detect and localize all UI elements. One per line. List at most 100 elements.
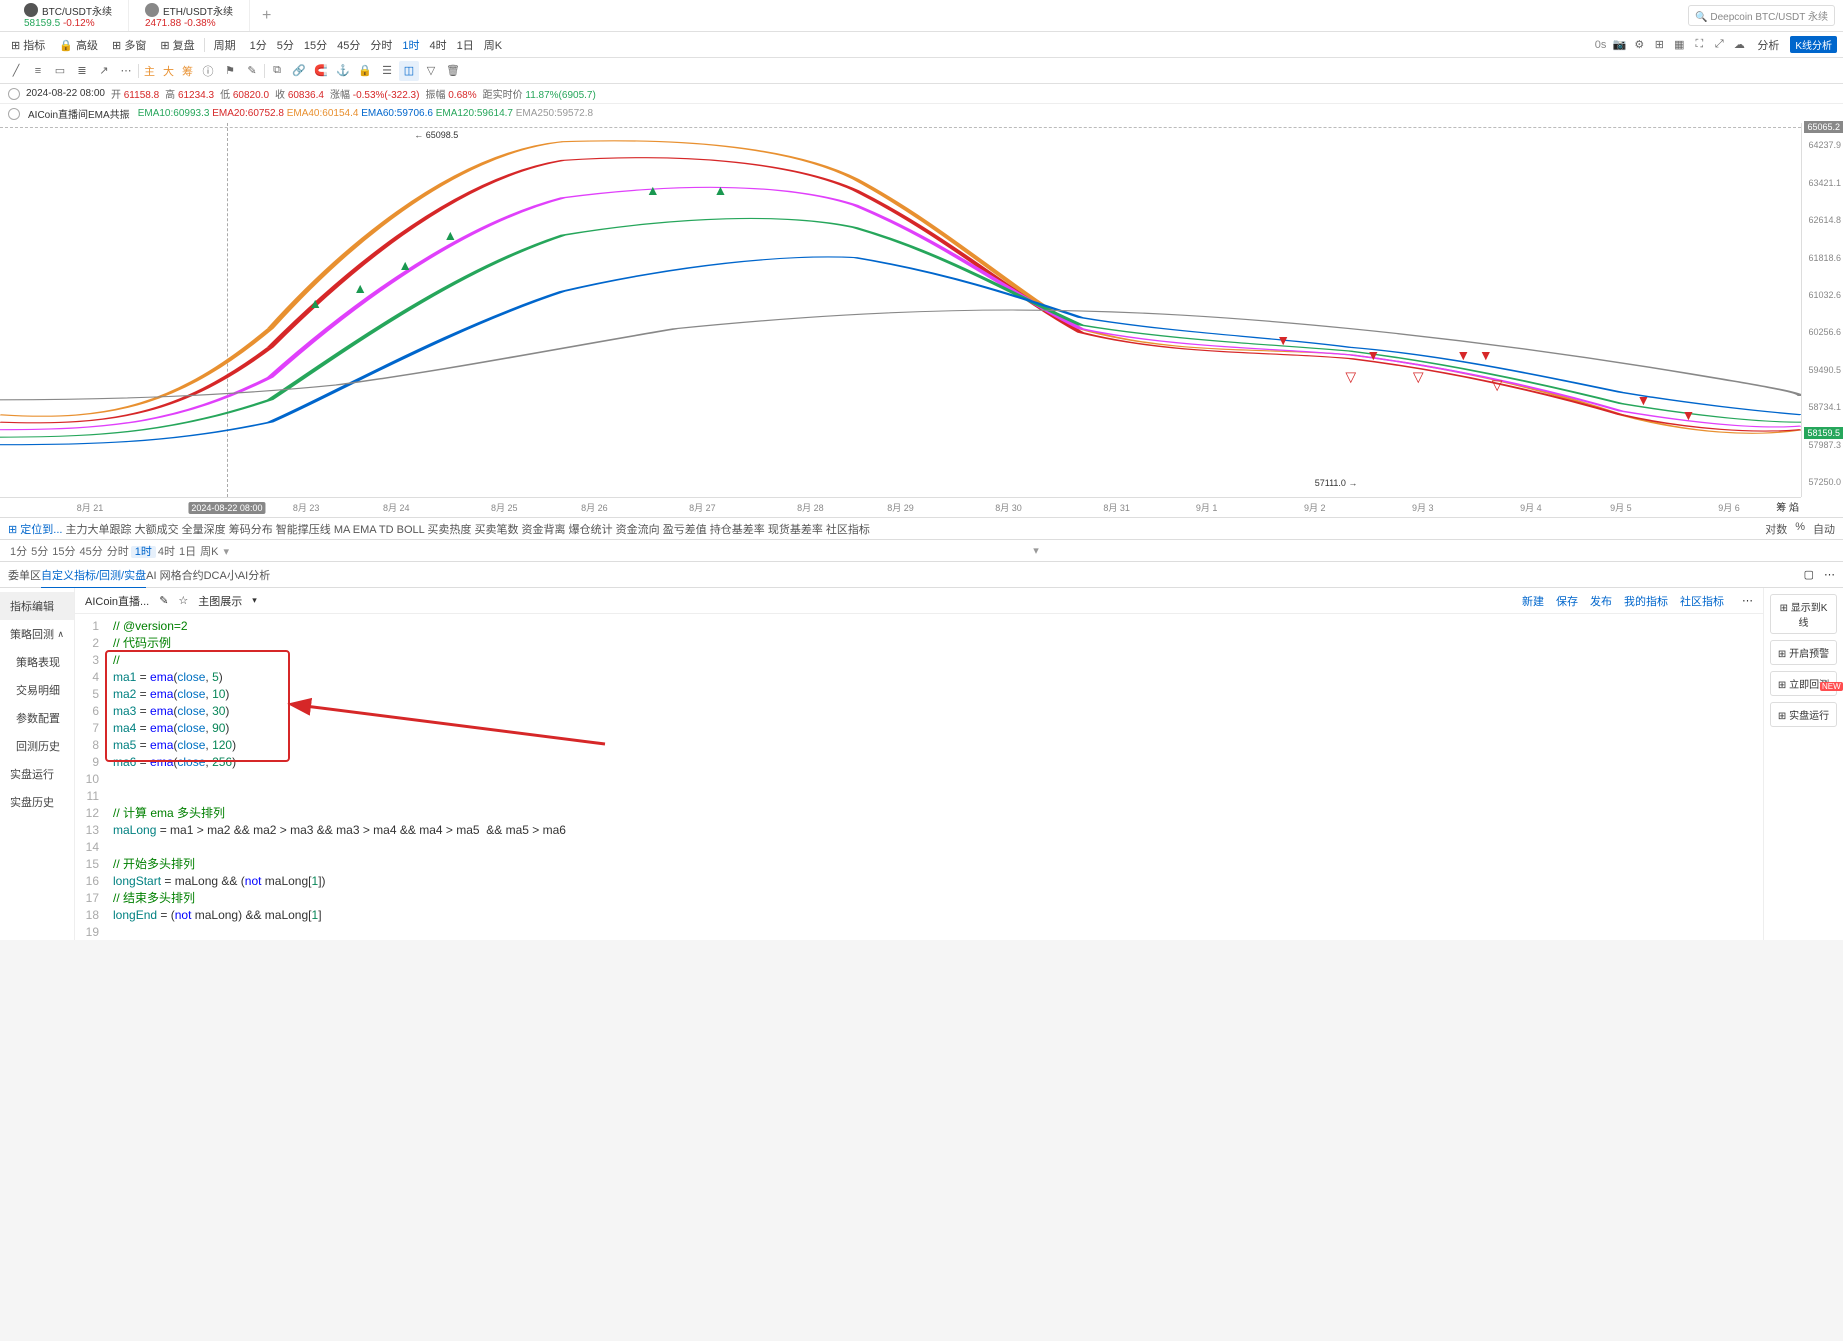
fullscreen-icon[interactable]: ⛶ [1692,38,1706,52]
tb-big[interactable]: 大 [160,63,177,79]
panel-tab-AI 网格[interactable]: AI 网格 [146,565,181,587]
editor-action-新建[interactable]: 新建 [1522,593,1544,609]
nav-买卖笔数[interactable]: 买卖笔数 [474,524,518,536]
tf-1分[interactable]: 1分 [8,546,29,558]
nav-主力大单跟踪[interactable]: 主力大单跟踪 [66,524,132,536]
expand-icon[interactable]: ⤢ [1712,38,1726,52]
tb-analyze[interactable]: 分析 [1752,35,1784,55]
tf-周K[interactable]: 周K [198,546,220,558]
code-line-10[interactable] [113,771,1755,788]
sidebar-参数配置[interactable]: 参数配置 [0,704,74,732]
nav-right-%[interactable]: % [1795,521,1805,537]
nav-right-自动[interactable]: 自动 [1813,521,1835,537]
panel-tab-小AI分析[interactable]: 小AI分析 [227,565,270,587]
code-line-3[interactable]: // [113,652,1755,669]
sidebar-实盘历史[interactable]: 实盘历史 [0,788,74,816]
code-line-13[interactable]: maLong = ma1 > ma2 && ma2 > ma3 && ma3 >… [113,822,1755,839]
panel-tab-合约DCA[interactable]: 合约DCA [182,565,227,587]
action-显示到K线[interactable]: ⊞ 显示到K线 [1770,594,1837,634]
code-line-15[interactable]: // 开始多头排列 [113,856,1755,873]
nav-定位到...[interactable]: ⊞ 定位到... [8,524,62,536]
sidebar-交易明细[interactable]: 交易明细 [0,676,74,704]
nav-TD[interactable]: TD [379,524,394,536]
flag-tool[interactable]: ⚑ [220,61,240,81]
eraser-tool[interactable]: ◫ [399,61,419,81]
code-line-9[interactable]: ma6 = ema(close, 256) [113,754,1755,771]
arrow-tool[interactable]: ↗ [94,61,114,81]
tf-5分[interactable]: 5分 [29,546,50,558]
list-tool[interactable]: ☰ [377,61,397,81]
code-line-7[interactable]: ma4 = ema(close, 90) [113,720,1755,737]
nav-全量深度[interactable]: 全量深度 [182,524,226,536]
tf-1日[interactable]: 1日 [177,546,198,558]
brush-tool[interactable]: ✎ [242,61,262,81]
more-actions-icon[interactable]: ⋯ [1742,594,1753,607]
nav-大额成交[interactable]: 大额成交 [135,524,179,536]
period-4时[interactable]: 4时 [424,38,451,54]
panel-tab-委单区[interactable]: 委单区 [8,565,41,587]
tb-main[interactable]: 主 [141,63,158,79]
period-分时[interactable]: 分时 [365,38,397,54]
code-line-19[interactable] [113,924,1755,940]
nav-现货基差率[interactable]: 现货基差率 [768,524,823,536]
sidebar-策略回测[interactable]: 策略回测∧ [0,620,74,648]
minimize-icon[interactable]: ▢ [1804,568,1814,581]
tab-btc[interactable]: BTC/USDT永续 58159.5 -0.12% [8,0,129,31]
nav-right-对数[interactable]: 对数 [1765,521,1787,537]
script-name[interactable]: AICoin直播... [85,593,149,609]
code-line-8[interactable]: ma5 = ema(close, 120) [113,737,1755,754]
tf-45分[interactable]: 45分 [78,546,105,558]
anchor-tool[interactable]: ⚓ [333,61,353,81]
editor-action-保存[interactable]: 保存 [1556,593,1578,609]
sidebar-指标编辑[interactable]: 指标编辑 [0,592,74,620]
nav-盈亏差值[interactable]: 盈亏差值 [663,524,707,536]
tb-indicator-icon[interactable]: ⊞ 指标 [6,35,50,55]
tf-分时[interactable]: 分时 [105,546,131,558]
layout-icon[interactable]: ⊞ [1652,38,1666,52]
camera-icon[interactable]: 📷 [1612,38,1626,52]
nav-爆仓统计[interactable]: 爆仓统计 [569,524,613,536]
code-line-4[interactable]: ma1 = ema(close, 5) [113,669,1755,686]
sidebar-实盘运行[interactable]: 实盘运行 [0,760,74,788]
more-icon[interactable]: ⋯ [1824,568,1835,581]
nav-买卖热度[interactable]: 买卖热度 [427,524,471,536]
refresh-icon[interactable] [8,88,20,100]
panel-tab-自定义指标/回测/实盘[interactable]: 自定义指标/回测/实盘 [41,565,146,589]
code-line-14[interactable] [113,839,1755,856]
tf-4时[interactable]: 4时 [156,546,177,558]
nav-MA[interactable]: MA [334,524,350,536]
refresh-icon-2[interactable] [8,108,20,120]
filter-tool[interactable]: ▽ [421,61,441,81]
nav-社区指标[interactable]: 社区指标 [826,524,870,536]
code-line-12[interactable]: // 计算 ema 多头排列 [113,805,1755,822]
tab-eth[interactable]: ETH/USDT永续 2471.88 -0.38% [129,0,250,31]
period-1分[interactable]: 1分 [245,38,272,54]
code-line-1[interactable]: // @version=2 [113,618,1755,635]
code-editor[interactable]: 1234567891011121314151617181920212223 //… [75,614,1763,940]
code-line-5[interactable]: ma2 = ema(close, 10) [113,686,1755,703]
period-45分[interactable]: 45分 [332,38,365,54]
nav-持仓基差率[interactable]: 持仓基差率 [710,524,765,536]
sidebar-回测历史[interactable]: 回测历史 [0,732,74,760]
period-1日[interactable]: 1日 [452,38,479,54]
nav-资金背离[interactable]: 资金背离 [522,524,566,536]
star-icon[interactable]: ☆ [178,594,188,607]
tb-replay[interactable]: ⊞ 复盘 [155,35,199,55]
period-15分[interactable]: 15分 [299,38,332,54]
action-开启预警[interactable]: ⊞ 开启预警 [1770,640,1837,665]
search-hint[interactable]: 🔍 Deepcoin BTC/USDT 永续 [1688,5,1835,26]
lock-tool[interactable]: 🔒 [355,61,375,81]
main-display-toggle[interactable]: 主图展示 [198,593,242,609]
action-实盘运行[interactable]: ⊞ 实盘运行 [1770,702,1837,727]
nav-BOLL[interactable]: BOLL [397,524,425,536]
copy-tool[interactable]: ⧉ [267,61,287,81]
cloud-icon[interactable]: ☁ [1732,38,1746,52]
code-line-17[interactable]: // 结束多头排列 [113,890,1755,907]
kline-analysis-button[interactable]: K线分析 [1790,36,1837,53]
period-5分[interactable]: 5分 [272,38,299,54]
period-1时[interactable]: 1时 [397,38,424,54]
horizontal-line-tool[interactable]: ≡ [28,61,48,81]
nav-资金流向[interactable]: 资金流向 [616,524,660,536]
code-line-16[interactable]: longStart = maLong && (not maLong[1]) [113,873,1755,890]
editor-action-社区指标[interactable]: 社区指标 [1680,593,1724,609]
